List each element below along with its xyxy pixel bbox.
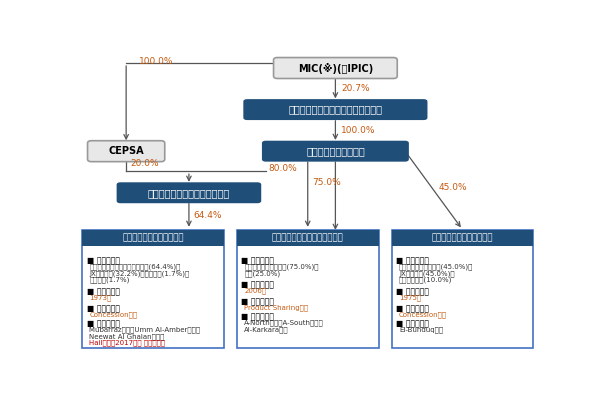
- Text: 双日(25.0%): 双日(25.0%): [244, 270, 280, 277]
- Text: ■ 生産油田：: ■ 生産油田：: [241, 312, 274, 322]
- Text: 1973年: 1973年: [89, 294, 112, 301]
- Text: 20.7%: 20.7%: [341, 84, 370, 93]
- Text: ■ 生産開始：: ■ 生産開始：: [86, 287, 119, 296]
- Text: ■ 出資比率：: ■ 出資比率：: [86, 256, 119, 266]
- Text: ■ 出資比率：: ■ 出資比率：: [241, 256, 274, 266]
- Text: Mubarraz油田，Umm Al-Amber油田，: Mubarraz油田，Umm Al-Amber油田，: [89, 326, 200, 333]
- Text: ■ 生産油田：: ■ 生産油田：: [397, 319, 430, 328]
- Text: ■ 契約形態：: ■ 契約形態：: [397, 304, 430, 314]
- Text: 100.0%: 100.0%: [341, 126, 376, 135]
- Text: JX石油開発(45.0%)，: JX石油開発(45.0%)，: [399, 270, 455, 277]
- FancyBboxPatch shape: [82, 230, 224, 246]
- Text: 1975年: 1975年: [399, 294, 421, 301]
- Text: 20.0%: 20.0%: [131, 159, 160, 168]
- Text: ■ 出資比率：: ■ 出資比率：: [397, 256, 430, 266]
- Text: Hail油田（2017年度 生産開始）: Hail油田（2017年度 生産開始）: [89, 340, 166, 346]
- Text: 80.0%: 80.0%: [268, 164, 297, 173]
- FancyBboxPatch shape: [244, 99, 427, 120]
- Text: ■ 契約形態：: ■ 契約形態：: [86, 304, 119, 314]
- FancyBboxPatch shape: [88, 141, 165, 162]
- Text: コスモアブダビエネルギー開発(64.4%)，: コスモアブダビエネルギー開発(64.4%)，: [89, 263, 181, 270]
- Text: コスモエネルギーホールディングス: コスモエネルギーホールディングス: [289, 105, 382, 115]
- Text: El-Bunduq油田: El-Bunduq油田: [399, 326, 443, 333]
- FancyBboxPatch shape: [274, 58, 397, 78]
- Text: Concession契約: Concession契約: [89, 311, 137, 318]
- Text: ■ 生産油田：: ■ 生産油田：: [86, 319, 119, 328]
- Text: Concession契約: Concession契約: [399, 311, 447, 318]
- Text: コスモアブダビエネルギー開発: コスモアブダビエネルギー開発: [148, 188, 230, 198]
- Text: ■ 契約形態：: ■ 契約形態：: [241, 298, 274, 307]
- Text: Al-Karkara油田: Al-Karkara油田: [244, 326, 289, 333]
- Text: 64.4%: 64.4%: [194, 211, 222, 220]
- Text: Neewat Al Ghalan油田，: Neewat Al Ghalan油田，: [89, 333, 165, 340]
- FancyBboxPatch shape: [262, 141, 409, 162]
- Text: カタール石油開発（株某会社）: カタール石油開発（株某会社）: [272, 233, 344, 242]
- Text: 合同石油開発（株某会社）: 合同石油開発（株某会社）: [432, 233, 493, 242]
- Text: JX石油開発(32.2%)，関西電力(1.7%)，: JX石油開発(32.2%)，関西電力(1.7%)，: [89, 270, 190, 277]
- Text: アブダビ石油（株某会社）: アブダビ石油（株某会社）: [122, 233, 184, 242]
- Text: 2006年: 2006年: [244, 287, 266, 294]
- Text: 75.0%: 75.0%: [313, 178, 341, 187]
- Text: コスモエネルギー開発(75.0%)，: コスモエネルギー開発(75.0%)，: [244, 263, 319, 270]
- FancyBboxPatch shape: [82, 230, 224, 348]
- FancyBboxPatch shape: [116, 182, 261, 203]
- FancyBboxPatch shape: [237, 230, 379, 246]
- Text: 45.0%: 45.0%: [439, 183, 467, 192]
- Text: A-North油田，A-South油田，: A-North油田，A-South油田，: [244, 319, 324, 326]
- Text: ■ 生産開始：: ■ 生産開始：: [241, 280, 274, 290]
- Text: CEPSA: CEPSA: [109, 146, 144, 156]
- FancyBboxPatch shape: [237, 230, 379, 348]
- FancyBboxPatch shape: [392, 230, 533, 246]
- Text: Product Sharing契約: Product Sharing契約: [244, 304, 308, 311]
- Text: 三井石油開発(10.0%): 三井石油開発(10.0%): [399, 277, 452, 284]
- Text: 100.0%: 100.0%: [139, 57, 173, 66]
- Text: コスモエネルギー開発(45.0%)，: コスモエネルギー開発(45.0%)，: [399, 263, 473, 270]
- FancyBboxPatch shape: [392, 230, 533, 348]
- Text: ■ 生産開始：: ■ 生産開始：: [397, 287, 430, 296]
- Text: 中部電力(1.7%): 中部電力(1.7%): [89, 277, 130, 284]
- Text: MIC(※)(旧IPIC): MIC(※)(旧IPIC): [298, 62, 373, 74]
- Text: コスモエネルギー開発: コスモエネルギー開発: [306, 146, 365, 156]
